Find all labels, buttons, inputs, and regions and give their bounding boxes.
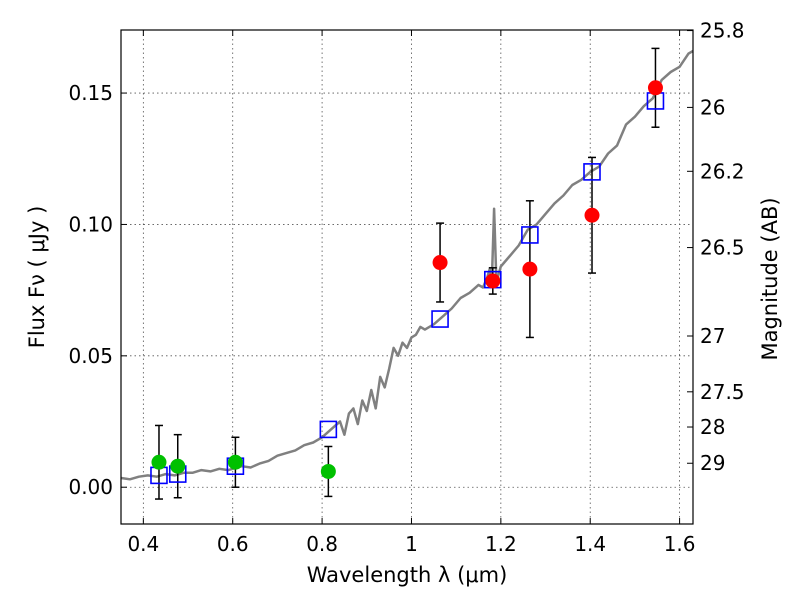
x-tick-label: 1.2 [485,532,517,556]
y-tick-label: 0.10 [68,212,113,236]
x-tick-label: 0.4 [127,532,159,556]
mag-tick-label: 27.5 [700,380,745,404]
y-tick-label: 0.05 [68,344,113,368]
model-square-marker [521,226,539,244]
optical-data-point [170,458,186,474]
mag-tick-label: 26.5 [700,236,745,260]
x-tick-label: 1.4 [574,532,606,556]
mag-tick-label: 26 [700,95,725,119]
grid-lines [121,30,693,524]
x-tick-label: 1 [405,532,418,556]
x-tick-label: 0.8 [306,532,338,556]
nir-data-point [584,207,600,223]
y2-axis-label: Magnitude (AB) [758,197,782,360]
model-square-marker [319,420,338,439]
mag-tick-label: 27 [700,324,725,348]
y-tick-label: 0.00 [68,475,113,499]
axis-ticks: 0.4 0.6 0.8 1 1.2 1.4 1.6 0.00 0.05 0.10 0.15 25.8 2… [68,19,744,556]
model-square-marker [431,310,449,328]
mag-tick-label: 28 [700,415,725,439]
nir-data-point [485,273,501,289]
photometry-markers [151,80,663,479]
mag-tick-label: 26.2 [700,159,745,183]
optical-data-point [320,463,336,479]
x-tick-label: 1.6 [664,532,696,556]
x-tick-label: 0.6 [217,532,249,556]
mag-tick-label: 29 [700,451,725,475]
nir-data-point [647,80,663,96]
plot-frame [120,29,694,525]
model-square-marker [583,163,601,181]
y-axis-label: Flux Fν ( μJy ) [25,206,49,349]
nir-data-point [522,261,538,277]
y-tick-label: 0.15 [68,81,113,105]
optical-data-point [151,454,167,470]
mag-tick-label: 25.8 [700,19,745,43]
optical-data-point [227,454,243,470]
x-axis-label: Wavelength λ (μm) [307,563,508,587]
nir-data-point [432,255,448,271]
